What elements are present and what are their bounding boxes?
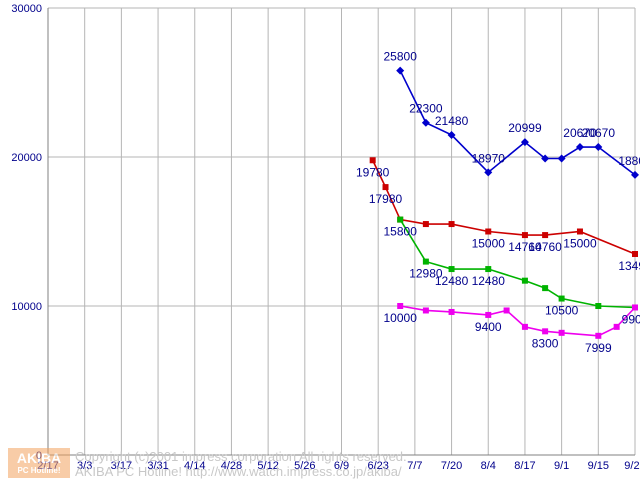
series_red-label-0: 19780 [356, 165, 390, 179]
series_red-label-2: 15800 [384, 225, 418, 239]
series_magenta-label-8: 7999 [585, 341, 612, 355]
series_green-point-1[interactable] [423, 259, 429, 265]
series_blue-point-6[interactable] [558, 154, 566, 162]
series_magenta-label-3: 9400 [475, 320, 502, 334]
y-axis-tick-label: 10000 [11, 301, 42, 313]
series_blue-label-8: 20670 [582, 126, 616, 140]
series_red-label-5: 15000 [472, 237, 506, 251]
series_blue-point-7[interactable] [576, 143, 584, 151]
series_magenta-point-8[interactable] [595, 333, 601, 339]
copyright-line-2: AKIBA PC Hotline! http://www.watch.impre… [75, 464, 407, 479]
series_green-point-0[interactable] [397, 217, 403, 223]
series_green-point-7[interactable] [595, 303, 601, 309]
series_magenta-point-1[interactable] [423, 307, 429, 313]
series_red-point-7[interactable] [542, 232, 548, 238]
series_blue-label-2: 21480 [435, 114, 469, 128]
series_green-point-6[interactable] [559, 296, 565, 302]
x-axis-tick-label: 7/7 [407, 460, 422, 472]
series_green-label-6: 10500 [545, 304, 579, 318]
series_magenta-line[interactable] [400, 306, 635, 336]
gridlines [48, 8, 635, 455]
logo-title: AKIBA [17, 451, 61, 466]
x-axis-tick-label: 8/17 [514, 460, 535, 472]
series_red-label-8: 15000 [563, 237, 597, 251]
series_magenta-point-0[interactable] [397, 303, 403, 309]
series_blue-label-4: 20999 [508, 121, 542, 135]
data-point-labels: 1978017980158001500014760147601500013490… [356, 50, 640, 355]
copyright-line-1: Copyright (c)2001 impress corporation Al… [75, 449, 407, 464]
series_red-point-4[interactable] [449, 221, 455, 227]
series_red-point-9[interactable] [632, 251, 638, 257]
series_magenta-point-7[interactable] [559, 330, 565, 336]
series_blue-label-0: 25800 [384, 50, 418, 64]
series_green-line[interactable] [400, 220, 635, 308]
series_magenta-point-4[interactable] [504, 307, 510, 313]
series_magenta-point-9[interactable] [614, 324, 620, 330]
y-axis-tick-label: 20000 [11, 152, 42, 164]
series_green-point-4[interactable] [522, 278, 528, 284]
series_red-point-0[interactable] [370, 157, 376, 163]
series_magenta-label-6: 8300 [532, 336, 559, 350]
series_green-point-3[interactable] [485, 266, 491, 272]
series_red-point-1[interactable] [383, 184, 389, 190]
logo-subtitle: PC Hotline! [17, 466, 60, 475]
series_red-point-3[interactable] [423, 221, 429, 227]
series_blue-point-0[interactable] [396, 67, 404, 75]
x-axis-tick-label: 9/1 [554, 460, 569, 472]
series_magenta-point-6[interactable] [542, 328, 548, 334]
series_magenta-point-2[interactable] [449, 309, 455, 315]
series_red-point-8[interactable] [577, 229, 583, 235]
x-axis-tick-label: 9/29 [624, 460, 640, 472]
x-axis-tick-label: 9/15 [588, 460, 609, 472]
series_green-point-5[interactable] [542, 285, 548, 291]
series_red-label-7: 14760 [528, 240, 562, 254]
x-axis-tick-label: 7/20 [441, 460, 462, 472]
series_green-point-2[interactable] [449, 266, 455, 272]
series_blue-label-9: 18800 [618, 154, 640, 168]
y-axis-tick-label: 30000 [11, 3, 42, 15]
series_blue-point-1[interactable] [422, 119, 430, 127]
x-axis-tick-label: 8/4 [481, 460, 496, 472]
series_green-label-3: 12480 [472, 274, 506, 288]
copyright-text: Copyright (c)2001 impress corporation Al… [75, 449, 407, 479]
line-chart-svg: 2/173/33/173/314/144/285/125/266/96/237/… [0, 0, 640, 480]
series_red-point-5[interactable] [485, 229, 491, 235]
series_red-label-1: 17980 [369, 192, 403, 206]
chart-container: 2/173/33/173/314/144/285/125/266/96/237/… [0, 0, 640, 480]
series_red-point-6[interactable] [522, 232, 528, 238]
series_magenta-point-5[interactable] [522, 324, 528, 330]
series_red-label-9: 13490 [618, 259, 640, 273]
series_magenta-label-0: 10000 [384, 311, 418, 325]
series_magenta-point-10[interactable] [632, 304, 638, 310]
series_green-label-2: 12480 [435, 274, 469, 288]
series_green-label-8: 9900 [622, 312, 640, 326]
series_magenta-point-3[interactable] [485, 312, 491, 318]
akiba-logo-badge: AKIBA PC Hotline! [8, 448, 70, 478]
series_blue-label-3: 18970 [472, 151, 506, 165]
